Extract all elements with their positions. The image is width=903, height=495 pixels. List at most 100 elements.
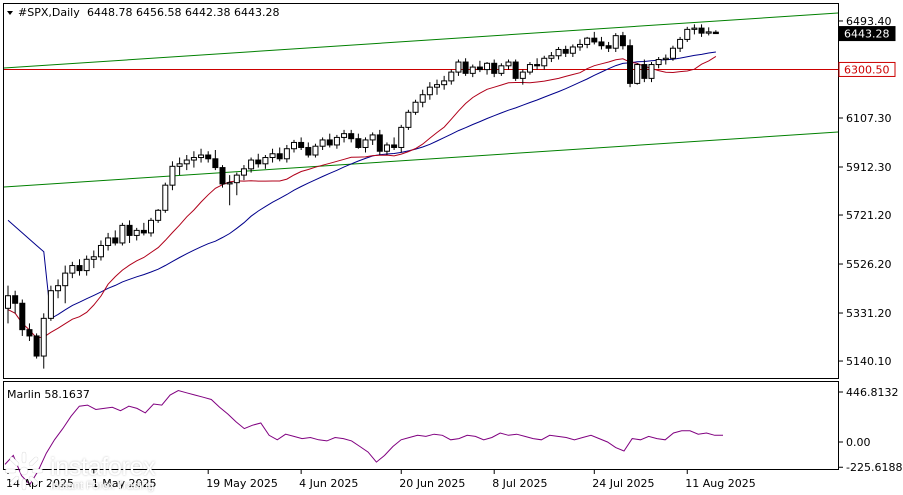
candle	[248, 157, 255, 173]
candle-body	[362, 139, 369, 148]
candle-body	[162, 184, 169, 211]
candle-body	[169, 165, 176, 186]
candle-body	[255, 159, 262, 165]
candle	[627, 39, 634, 88]
candle	[412, 99, 419, 115]
candle	[541, 55, 548, 70]
candle	[212, 149, 219, 171]
candle-body	[19, 302, 26, 331]
candle-body	[519, 71, 526, 79]
candle-body	[548, 55, 555, 59]
candle	[12, 290, 19, 314]
candle-body	[341, 133, 348, 138]
y-tick-label: 5331.20	[846, 307, 892, 320]
candle	[133, 227, 140, 241]
candle	[598, 36, 605, 50]
candle	[512, 59, 519, 81]
candle	[605, 41, 612, 52]
candle	[319, 137, 326, 150]
symbol-dropdown-icon[interactable]	[7, 11, 13, 15]
candle	[669, 45, 676, 61]
candle	[355, 133, 362, 149]
candle-body	[662, 57, 669, 61]
candle	[198, 148, 205, 163]
osc-tick-label: 446.8132	[846, 386, 899, 399]
x-tick-label: 1 May 2025	[92, 477, 157, 490]
candle	[176, 157, 183, 176]
candle-body	[462, 61, 469, 74]
candle-body	[33, 335, 40, 357]
channel-upper-line[interactable]	[3, 12, 839, 69]
price-label-text: 6300.50	[844, 63, 890, 76]
logo-icon	[4, 451, 44, 491]
candle	[69, 261, 76, 279]
candle	[548, 51, 555, 63]
candle-body	[426, 86, 433, 96]
candle	[97, 240, 104, 261]
candle-body	[326, 139, 333, 146]
candle	[255, 153, 262, 168]
candle-body	[512, 61, 519, 79]
candle	[398, 124, 405, 153]
candle-body	[598, 41, 605, 47]
candle-body	[240, 168, 247, 176]
y-tick-label: 5526.20	[846, 258, 892, 271]
candle-body	[526, 64, 533, 73]
candle	[76, 259, 83, 276]
osc-tick-label: -225.6188	[846, 461, 902, 474]
candle-body	[40, 317, 47, 357]
candle	[591, 31, 598, 45]
candle-body	[484, 62, 491, 71]
candle	[434, 79, 440, 95]
y-tick-label: 5140.10	[846, 355, 892, 368]
candle	[219, 165, 226, 188]
candle-body	[383, 144, 390, 152]
candle	[455, 59, 462, 76]
candle-body	[498, 65, 505, 74]
candle	[312, 143, 319, 158]
candle-body	[176, 163, 183, 167]
candle-body	[469, 66, 476, 74]
candle-body	[298, 141, 305, 148]
candle-body	[148, 219, 154, 234]
candle-body	[648, 64, 655, 79]
candle	[305, 142, 312, 158]
candle	[62, 265, 69, 304]
candle-body	[219, 167, 226, 185]
candle	[484, 62, 491, 75]
candle	[169, 161, 176, 191]
candle	[684, 26, 691, 42]
price-label-box	[838, 26, 896, 42]
candle	[584, 36, 591, 49]
candle-body	[83, 258, 90, 272]
candle-body	[12, 295, 19, 304]
candle-body	[90, 256, 97, 260]
candle	[190, 151, 197, 168]
ohlc-values: 6448.78 6456.58 6442.38 6443.28	[87, 6, 279, 19]
candle-body	[355, 138, 362, 148]
candle	[534, 58, 541, 70]
candle	[641, 59, 648, 83]
y-tick-label: 5721.20	[846, 209, 892, 222]
candle-body	[405, 111, 412, 128]
channel-lower-line[interactable]	[3, 131, 839, 188]
candle-body	[612, 35, 619, 49]
x-axis: 14 Apr 2025 1 May 2025 19 May 2025 4 Jun 20…	[6, 470, 756, 490]
candle	[298, 137, 305, 150]
candle	[705, 27, 712, 36]
candle-body	[105, 237, 112, 246]
candle-body	[541, 57, 548, 67]
candle	[183, 155, 190, 171]
candle-body	[269, 153, 276, 159]
candle	[283, 144, 290, 163]
candle	[205, 151, 212, 163]
candle-body	[441, 80, 448, 86]
candle	[712, 30, 719, 35]
channel-lines[interactable]	[3, 12, 839, 188]
candle-body	[291, 141, 297, 150]
candle	[348, 129, 355, 143]
x-tick-label: 4 Jun 2025	[299, 477, 358, 490]
logo-name: instaforex	[50, 453, 156, 481]
candle	[55, 279, 62, 299]
